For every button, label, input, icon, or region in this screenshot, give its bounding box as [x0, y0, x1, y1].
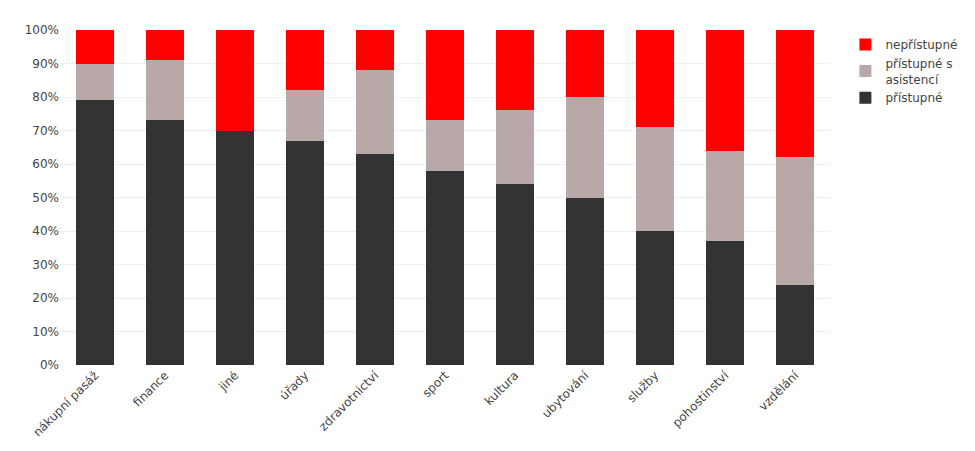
svg-text:100%: 100%: [25, 23, 59, 37]
svg-text:60%: 60%: [32, 157, 59, 171]
svg-text:nepřístupné: nepřístupné: [885, 38, 957, 52]
svg-text:nákupní pasáž: nákupní pasáž: [30, 368, 101, 439]
svg-text:služby: služby: [624, 368, 661, 405]
svg-text:30%: 30%: [32, 258, 59, 272]
svg-text:sport: sport: [420, 368, 452, 400]
svg-text:přístupné: přístupné: [885, 91, 942, 105]
svg-text:50%: 50%: [32, 191, 59, 205]
svg-text:10%: 10%: [32, 325, 59, 339]
svg-text:40%: 40%: [32, 224, 59, 238]
svg-text:0%: 0%: [40, 358, 59, 372]
svg-text:80%: 80%: [32, 90, 59, 104]
svg-text:finance: finance: [130, 368, 171, 409]
svg-text:vzdělání: vzdělání: [756, 368, 802, 414]
svg-text:zdravotnictví: zdravotnictví: [316, 368, 382, 434]
svg-text:70%: 70%: [32, 124, 59, 138]
svg-text:jiné: jiné: [215, 368, 241, 394]
svg-text:pohostinství: pohostinství: [670, 368, 732, 430]
svg-text:kultura: kultura: [482, 368, 522, 408]
svg-text:přístupné sasistencí: přístupné sasistencí: [885, 57, 952, 87]
svg-text:90%: 90%: [32, 57, 59, 71]
svg-text:20%: 20%: [32, 291, 59, 305]
svg-text:úřady: úřady: [277, 368, 311, 402]
svg-text:ubytování: ubytování: [539, 368, 592, 421]
